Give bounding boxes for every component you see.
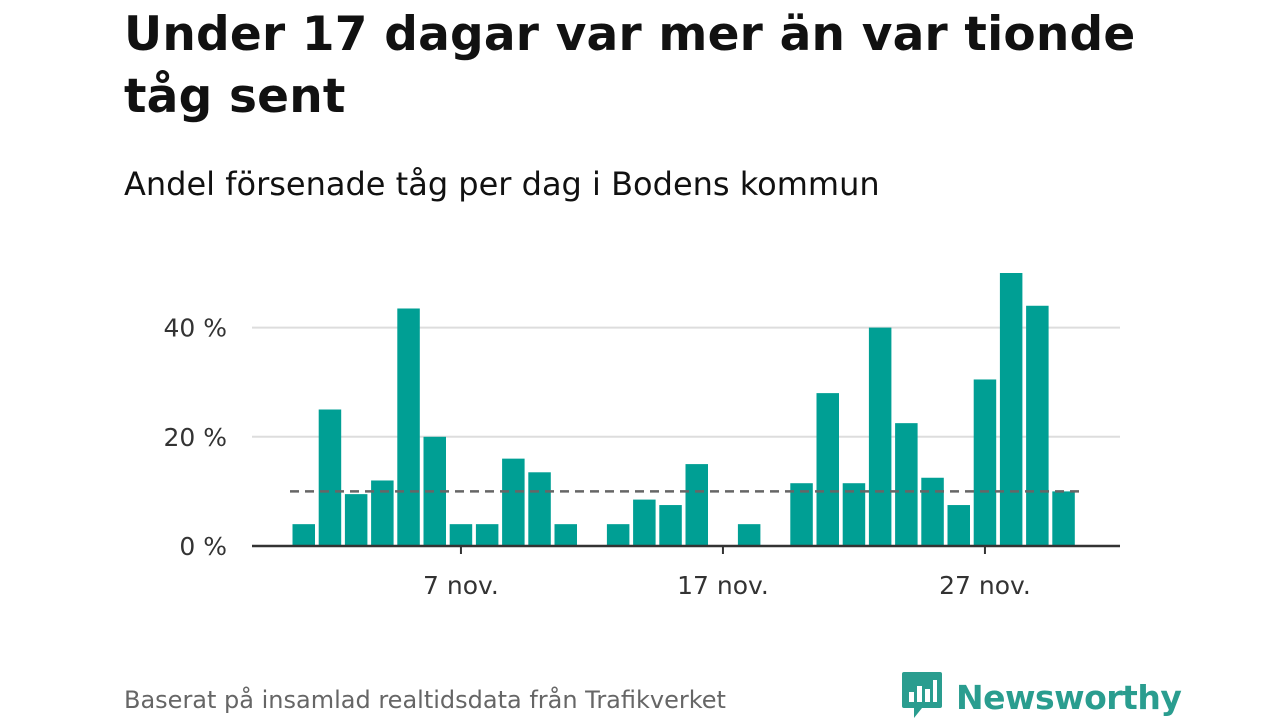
bar	[842, 483, 866, 546]
bar	[554, 524, 577, 546]
bar	[371, 480, 394, 546]
bar	[947, 505, 970, 546]
bar	[502, 458, 525, 546]
bar	[973, 379, 997, 546]
newsworthy-logo-icon	[900, 670, 944, 724]
bar	[528, 472, 551, 546]
chart-subtitle: Andel försenade tåg per dag i Bodens kom…	[124, 165, 880, 203]
bar	[999, 273, 1023, 546]
x-tick-label: 7 nov.	[423, 571, 499, 600]
brand-logo: Newsworthy	[900, 670, 1182, 724]
bar	[921, 477, 944, 546]
y-tick-label: 20 %	[163, 423, 227, 452]
bar	[292, 524, 315, 546]
bar	[423, 436, 446, 546]
bar	[659, 505, 682, 546]
bar	[475, 524, 499, 546]
bar	[895, 423, 918, 546]
bar	[685, 464, 708, 546]
bar	[790, 483, 813, 546]
bar	[344, 494, 368, 546]
bar	[816, 393, 839, 546]
chart-title: Under 17 dagar var mer än var tionde tåg…	[124, 7, 1136, 124]
bar	[633, 499, 656, 546]
bar	[1052, 491, 1075, 546]
bar	[868, 327, 892, 546]
x-tick-label: 27 nov.	[939, 571, 1031, 600]
y-tick-label: 0 %	[179, 532, 227, 561]
x-tick-label: 17 nov.	[677, 571, 769, 600]
bar	[397, 308, 420, 546]
bar	[606, 524, 630, 546]
bar	[318, 409, 342, 546]
bar	[737, 524, 761, 546]
source-note: Baserat på insamlad realtidsdata från Tr…	[124, 686, 726, 714]
bar	[449, 524, 473, 546]
y-tick-label: 40 %	[163, 314, 227, 343]
brand-name: Newsworthy	[956, 677, 1182, 717]
bar	[1026, 305, 1049, 546]
